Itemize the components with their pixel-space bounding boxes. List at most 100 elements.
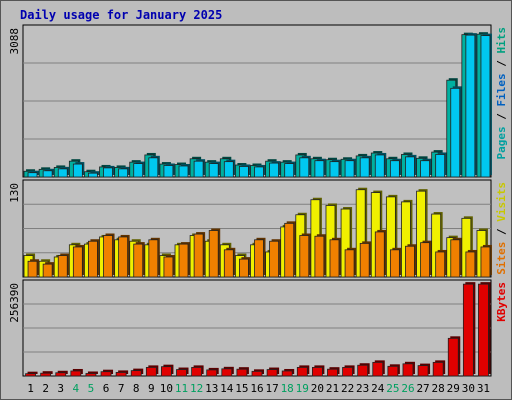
legend-entry-hits-0: Pages (495, 126, 508, 159)
x-tick-label-27: 27 (416, 382, 429, 395)
bar-visits-sites-22 (344, 249, 355, 278)
bar-visits-sites-7 (118, 236, 129, 278)
bar-kbytes-kbytes-20 (311, 366, 323, 377)
bar-kbytes-kbytes-18 (281, 370, 293, 377)
bar-kbytes-kbytes-11 (176, 369, 187, 377)
x-tick-label-28: 28 (432, 382, 445, 395)
bar-visits-sites-16 (254, 239, 264, 278)
bar-kbytes-kbytes-23 (357, 364, 369, 377)
x-tick-label-6: 6 (103, 382, 110, 395)
panel-visits: 130 Sites / Visits (8, 179, 508, 278)
bar-hits-files-3 (57, 168, 68, 178)
x-tick-label-14: 14 (220, 382, 234, 395)
bar-visits-sites-26 (405, 245, 415, 278)
bar-kbytes-kbytes-3 (55, 372, 67, 377)
bar-kbytes-kbytes-8 (130, 370, 142, 377)
x-tick-label-2: 2 (42, 382, 49, 395)
bar-hits-files-13 (208, 163, 219, 178)
bar-hits-files-26 (405, 156, 415, 178)
x-tick-label-1: 1 (27, 382, 34, 395)
x-tick-label-26: 26 (401, 382, 414, 395)
bar-hits-files-25 (389, 160, 400, 178)
bar-visits-sites-5 (88, 240, 98, 278)
bar-hits-files-1 (27, 172, 38, 178)
bar-visits-sites-19 (299, 235, 310, 278)
x-tick-label-29: 29 (447, 382, 460, 395)
x-tick-label-25: 25 (386, 382, 399, 395)
bar-hits-files-9 (148, 157, 159, 178)
panel-visits-legend: Sites / Visits (495, 182, 508, 275)
bar-kbytes-kbytes-16 (251, 370, 263, 377)
bar-kbytes-kbytes-27 (417, 365, 429, 377)
x-tick-label-23: 23 (356, 382, 369, 395)
bar-kbytes-kbytes-31 (478, 283, 489, 377)
bar-hits-files-4 (72, 163, 83, 178)
bar-hits-files-10 (163, 165, 174, 178)
bar-hits-files-15 (239, 166, 249, 178)
x-tick-label-13: 13 (205, 382, 218, 395)
bar-kbytes-kbytes-22 (342, 366, 353, 377)
bar-visits-sites-9 (148, 239, 159, 278)
bar-hits-files-27 (420, 160, 430, 178)
bar-kbytes-kbytes-24 (372, 361, 384, 377)
chart-title: Daily usage for January 2025 (20, 8, 222, 22)
bar-visits-sites-31 (480, 246, 491, 278)
bar-kbytes-kbytes-28 (432, 361, 444, 377)
bar-kbytes-kbytes-25 (387, 365, 399, 377)
bar-visits-sites-11 (178, 243, 189, 278)
bar-kbytes-kbytes-6 (100, 371, 112, 377)
x-tick-label-11: 11 (175, 382, 188, 395)
bar-visits-sites-20 (314, 235, 325, 278)
bar-visits-sites-28 (435, 251, 446, 278)
x-tick-label-24: 24 (371, 382, 385, 395)
bar-kbytes-kbytes-shadow-2 (42, 371, 53, 374)
bar-kbytes-kbytes-30 (462, 283, 474, 377)
bar-hits-files-2 (42, 170, 53, 178)
x-tick-label-8: 8 (133, 382, 140, 395)
bar-kbytes-kbytes-29 (447, 337, 459, 377)
bar-visits-sites-1 (27, 260, 38, 278)
bar-hits-files-30 (465, 34, 476, 178)
x-tick-label-31: 31 (477, 382, 490, 395)
x-tick-label-16: 16 (250, 382, 263, 395)
bar-hits-files-23 (359, 157, 370, 178)
bar-kbytes-kbytes-7 (115, 372, 127, 377)
panel-hits-legend: Pages / Files / Hits (495, 27, 508, 160)
x-tick-label-17: 17 (265, 382, 278, 395)
bar-kbytes-kbytes-4 (70, 370, 82, 377)
bar-visits-sites-4 (72, 246, 83, 278)
bar-visits-sites-10 (163, 256, 174, 278)
bar-kbytes-kbytes-10 (161, 366, 172, 377)
x-tick-label-4: 4 (73, 382, 80, 395)
x-tick-label-18: 18 (281, 382, 294, 395)
bar-hits-files-17 (269, 162, 279, 178)
bar-kbytes-kbytes-shadow-5 (87, 371, 98, 374)
bar-visits-sites-24 (374, 231, 385, 278)
bar-visits-sites-8 (133, 243, 144, 278)
bar-hits-files-8 (133, 163, 144, 178)
chart-panels: 3088 Pages / Files / Hits 130 Sites / Visit… (8, 24, 508, 377)
x-tick-label-3: 3 (57, 382, 64, 395)
bar-hits-files-22 (344, 160, 355, 178)
bar-hits-files-24 (374, 154, 385, 178)
legend-entry-visits-2: Visits (495, 182, 508, 222)
legend-entry-visits-0: Sites (495, 242, 508, 275)
bar-visits-sites-2 (42, 263, 53, 278)
bar-visits-sites-15 (239, 258, 249, 278)
x-tick-label-5: 5 (88, 382, 95, 395)
panel-visits-ymax-label: 130 (8, 183, 21, 203)
bar-kbytes-kbytes-21 (327, 368, 338, 377)
bar-hits-files-16 (254, 166, 264, 178)
bar-hits-files-29 (450, 87, 461, 178)
legend-entry-visits-1: / (495, 222, 508, 242)
bar-visits-sites-23 (359, 242, 370, 278)
x-tick-label-10: 10 (160, 382, 173, 395)
bar-kbytes-kbytes-19 (296, 366, 308, 377)
bar-kbytes-kbytes-13 (206, 369, 218, 377)
bar-hits-files-5 (88, 172, 98, 178)
legend-entry-hits-3: / (495, 54, 508, 74)
legend-entry-hits-2: Files (495, 73, 508, 106)
x-tick-label-22: 22 (341, 382, 354, 395)
bar-hits-files-20 (314, 160, 325, 178)
